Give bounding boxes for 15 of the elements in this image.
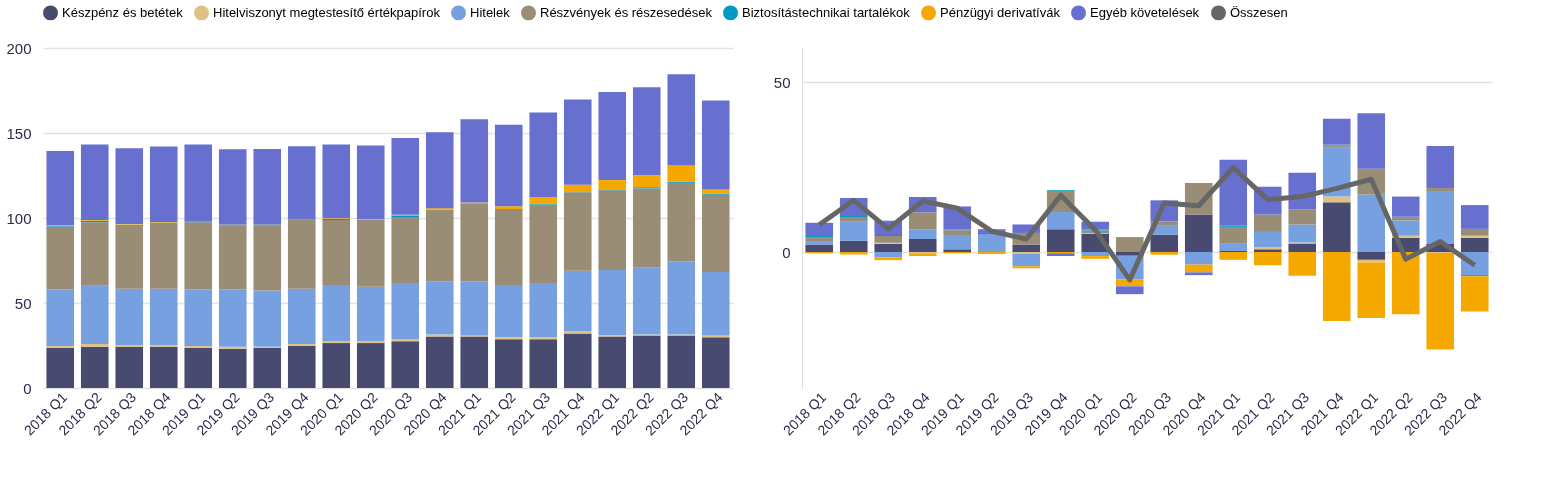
y-tick-label: 100: [6, 209, 32, 227]
legend-label: Biztosítástechnikai tartalékok: [742, 4, 911, 20]
y-tick-label: 50: [14, 294, 32, 312]
legend-label: Hitelek: [470, 4, 511, 20]
legend-label: Egyéb követelések: [1090, 4, 1200, 20]
y-tick-label: 200: [6, 39, 32, 57]
legend-label: Összesen: [1230, 4, 1288, 20]
y-tick-label: 0: [23, 379, 32, 397]
y-tick-label: 150: [6, 124, 32, 142]
legend-label: Pénzügyi derivatívák: [940, 4, 1061, 20]
y-tick-label: 0: [782, 243, 791, 261]
legend-label: Készpénz és betétek: [62, 4, 184, 20]
legend-label: Hitelviszonyt megtestesítő értékpapírok: [213, 4, 441, 20]
y-tick-label: 50: [773, 73, 791, 91]
legend-label: Részvények és részesedések: [540, 4, 713, 20]
